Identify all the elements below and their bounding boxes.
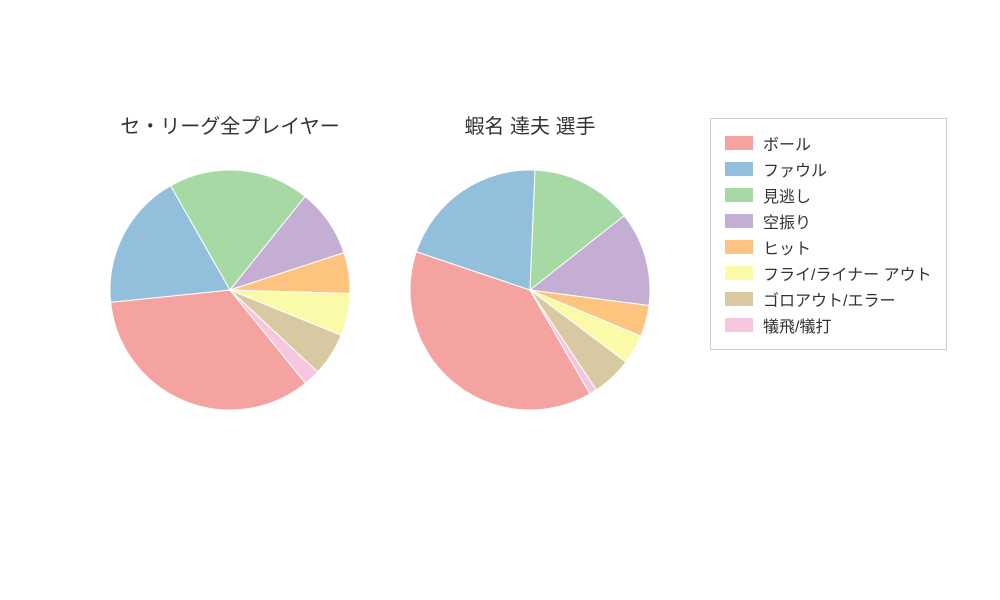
legend-swatch-swing xyxy=(725,214,753,228)
legend-label-grounderr: ゴロアウト/エラー xyxy=(763,287,895,311)
legend: ボールファウル見逃し空振りヒットフライ/ライナー アウトゴロアウト/エラー犠飛/… xyxy=(710,118,947,350)
legend-item-look: 見逃し xyxy=(725,183,932,207)
pie-player xyxy=(408,168,652,412)
legend-label-sac: 犠飛/犠打 xyxy=(763,313,831,337)
legend-swatch-ball xyxy=(725,136,753,150)
legend-item-flyliner: フライ/ライナー アウト xyxy=(725,261,932,285)
legend-swatch-hit xyxy=(725,240,753,254)
pie-league xyxy=(108,168,352,412)
legend-swatch-foul xyxy=(725,162,753,176)
legend-label-hit: ヒット xyxy=(763,235,811,259)
legend-item-sac: 犠飛/犠打 xyxy=(725,313,932,337)
legend-label-ball: ボール xyxy=(763,131,811,155)
legend-item-hit: ヒット xyxy=(725,235,932,259)
chart-container: セ・リーグ全プレイヤー34.218.419.09.2蝦名 達夫 選手38.520… xyxy=(0,0,1000,600)
legend-item-ball: ボール xyxy=(725,131,932,155)
legend-swatch-look xyxy=(725,188,753,202)
legend-swatch-grounderr xyxy=(725,292,753,306)
legend-swatch-sac xyxy=(725,318,753,332)
chart-title-player: 蝦名 達夫 選手 xyxy=(464,110,595,139)
legend-label-foul: ファウル xyxy=(763,157,827,181)
legend-label-flyliner: フライ/ライナー アウト xyxy=(763,261,932,285)
legend-item-grounderr: ゴロアウト/エラー xyxy=(725,287,932,311)
legend-label-swing: 空振り xyxy=(763,209,811,233)
legend-item-swing: 空振り xyxy=(725,209,932,233)
chart-title-league: セ・リーグ全プレイヤー xyxy=(120,110,339,139)
legend-swatch-flyliner xyxy=(725,266,753,280)
legend-label-look: 見逃し xyxy=(763,183,811,207)
legend-item-foul: ファウル xyxy=(725,157,932,181)
